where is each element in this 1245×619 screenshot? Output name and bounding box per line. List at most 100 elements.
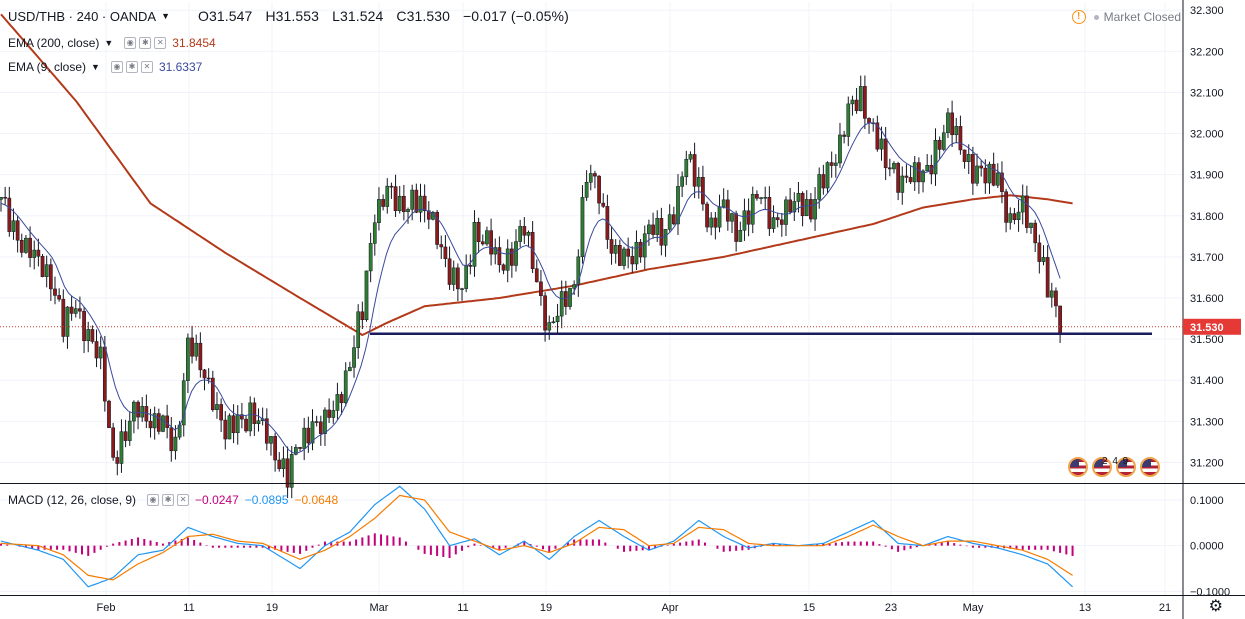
candle-body <box>285 458 290 488</box>
gear-icon[interactable]: ✱ <box>125 61 138 73</box>
candle-body <box>102 346 107 402</box>
close-icon[interactable]: ✕ <box>154 37 167 49</box>
candle <box>813 187 817 231</box>
x-tick-label: Feb <box>97 602 116 614</box>
us-flag-icon[interactable] <box>1116 457 1136 477</box>
macd-legend: MACD (12, 26, close, 9) ◉ ✱ ✕ −0.0247 −0… <box>8 493 338 507</box>
candle <box>688 151 693 163</box>
candle-body <box>580 197 585 258</box>
close-icon[interactable]: ✕ <box>140 61 153 73</box>
macd-label[interactable]: MACD (12, 26, close, 9) <box>8 493 137 507</box>
candle <box>385 178 390 214</box>
chevron-down-icon[interactable]: ▼ <box>161 11 171 21</box>
candle <box>755 190 759 201</box>
candle <box>784 196 788 236</box>
eye-icon[interactable]: ◉ <box>147 494 160 506</box>
candle-body <box>833 162 838 166</box>
eye-icon[interactable]: ◉ <box>124 37 137 49</box>
candle-body <box>310 421 315 444</box>
macd-line-value: −0.0895 <box>244 493 289 507</box>
candle <box>510 242 514 278</box>
candle <box>572 280 577 295</box>
candle-body <box>671 214 676 225</box>
market-status[interactable]: ! Market Closed <box>1071 10 1181 24</box>
y-tick-label: 31.500 <box>1190 334 1224 346</box>
gear-icon[interactable]: ✱ <box>162 494 175 506</box>
candle-body <box>480 241 485 245</box>
macd-y-tick-label: 0.0000 <box>1190 541 1224 553</box>
candle-body <box>464 264 469 289</box>
candle <box>838 122 842 168</box>
candle-body <box>485 230 489 245</box>
candle-body <box>385 185 390 207</box>
candle-body <box>971 154 975 184</box>
candle <box>1000 161 1004 204</box>
last-price-label: 31.530 <box>1190 322 1224 334</box>
candle <box>406 207 410 224</box>
candle-body <box>622 248 626 266</box>
symbol-label[interactable]: USD/THB · 240 · OANDA <box>8 8 157 24</box>
candle-body <box>472 221 477 267</box>
candle-body <box>210 377 215 410</box>
candle-body <box>281 458 286 469</box>
candle-body <box>701 177 705 205</box>
candle <box>917 157 921 194</box>
gear-icon[interactable]: ⚙ <box>1208 598 1223 615</box>
candle <box>389 182 394 199</box>
candle-body <box>813 199 817 220</box>
us-flag-icon[interactable] <box>1068 457 1088 477</box>
candle-body <box>410 189 415 210</box>
candle <box>3 186 8 205</box>
candle <box>908 165 913 185</box>
candle <box>318 415 323 446</box>
candle-body <box>825 162 830 189</box>
candle <box>647 219 651 246</box>
candle <box>601 193 606 208</box>
candle <box>501 263 506 275</box>
candle-body <box>755 194 759 199</box>
ema200-value: 31.8454 <box>172 36 216 50</box>
chevron-down-icon[interactable]: ▼ <box>104 38 114 48</box>
candle-body <box>887 167 892 170</box>
candle <box>950 100 954 148</box>
candle-body <box>642 233 647 258</box>
ema200-label[interactable]: EMA (200, close) <box>8 36 100 50</box>
candle <box>958 115 963 155</box>
us-flag-icon[interactable] <box>1092 457 1112 477</box>
candle-body <box>219 404 223 421</box>
y-tick-label: 31.200 <box>1190 457 1224 469</box>
candle-body <box>750 194 755 225</box>
candle <box>231 404 236 444</box>
candle <box>372 214 377 256</box>
close-icon[interactable]: ✕ <box>177 494 190 506</box>
candle <box>975 153 979 187</box>
candle <box>227 413 232 440</box>
y-tick-label: 32.000 <box>1190 129 1224 141</box>
candle-body <box>264 418 269 444</box>
candle-body <box>892 163 896 170</box>
candle <box>676 174 680 235</box>
candle-body <box>489 230 493 255</box>
y-tick-label: 31.900 <box>1190 170 1224 182</box>
candle <box>73 299 78 318</box>
candle-body <box>817 174 822 200</box>
candle-body <box>36 249 41 257</box>
candle <box>522 217 527 245</box>
low-value: L31.524 <box>332 8 384 24</box>
us-flag-icon[interactable] <box>1140 457 1160 477</box>
ema9-label[interactable]: EMA (9, close) <box>8 60 87 74</box>
chevron-down-icon[interactable]: ▼ <box>91 62 100 72</box>
candle <box>223 411 228 450</box>
candle-body <box>40 256 45 277</box>
candle <box>887 158 892 177</box>
candle-body <box>314 421 319 423</box>
candle-body <box>510 248 514 266</box>
candle-body <box>534 268 539 283</box>
event-flags[interactable]: 2 4 9 <box>1068 456 1164 477</box>
candle <box>1012 207 1017 225</box>
gear-icon[interactable]: ✱ <box>139 37 152 49</box>
candle <box>696 167 701 199</box>
eye-icon[interactable]: ◉ <box>110 61 123 73</box>
candle <box>584 170 589 201</box>
